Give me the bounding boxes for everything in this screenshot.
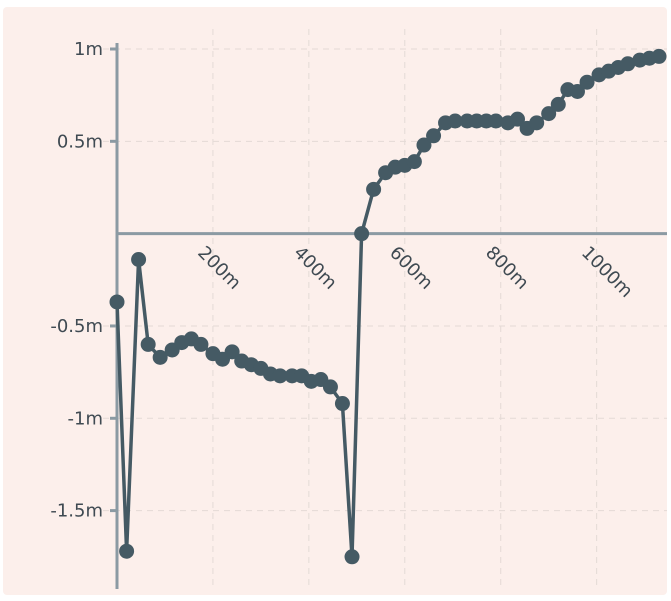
data-point — [569, 83, 585, 99]
data-point — [620, 56, 636, 72]
grid — [103, 29, 667, 587]
data-point — [651, 48, 667, 64]
data-point — [152, 349, 168, 365]
x-tick-label: 400m — [289, 242, 341, 294]
data-point — [366, 181, 382, 197]
data-point — [344, 549, 360, 565]
data-point — [109, 294, 125, 310]
data-point — [529, 115, 545, 131]
data-point — [447, 113, 463, 129]
chart-panel: 1m 0.5m -0.5m -1m -1.5m 200m 400m 600m 800m 1000m — [3, 7, 667, 595]
y-tick-label: 0.5m — [57, 131, 103, 152]
data-point — [272, 368, 288, 384]
x-tick-label: 600m — [385, 242, 437, 294]
data-point — [224, 344, 240, 360]
data-point — [406, 154, 422, 170]
x-tick-label: 200m — [193, 242, 245, 294]
data-point — [426, 128, 442, 144]
data-point — [119, 543, 135, 559]
data-point — [579, 74, 595, 90]
y-tick-label: -1.5m — [50, 501, 103, 522]
y-tick-label: 1m — [74, 39, 103, 60]
data-point — [140, 336, 156, 352]
x-tick-label: 800m — [481, 242, 533, 294]
data-point — [488, 113, 504, 129]
series-layer — [109, 48, 667, 565]
data-point — [131, 251, 147, 267]
y-tick-label: -1m — [68, 408, 103, 429]
line-chart: 1m 0.5m -0.5m -1m -1.5m 200m 400m 600m 800m 1000m — [50, 29, 667, 589]
y-tick-label: -0.5m — [50, 316, 103, 337]
data-point — [193, 336, 209, 352]
axes — [110, 43, 667, 589]
x-tick-label: 1000m — [577, 242, 637, 302]
data-point — [510, 111, 526, 127]
data-point — [541, 106, 557, 122]
series-line — [115, 54, 660, 559]
data-point — [416, 137, 432, 153]
data-point — [334, 396, 350, 412]
data-point — [550, 96, 566, 112]
data-point — [354, 226, 370, 242]
data-point — [322, 379, 338, 395]
